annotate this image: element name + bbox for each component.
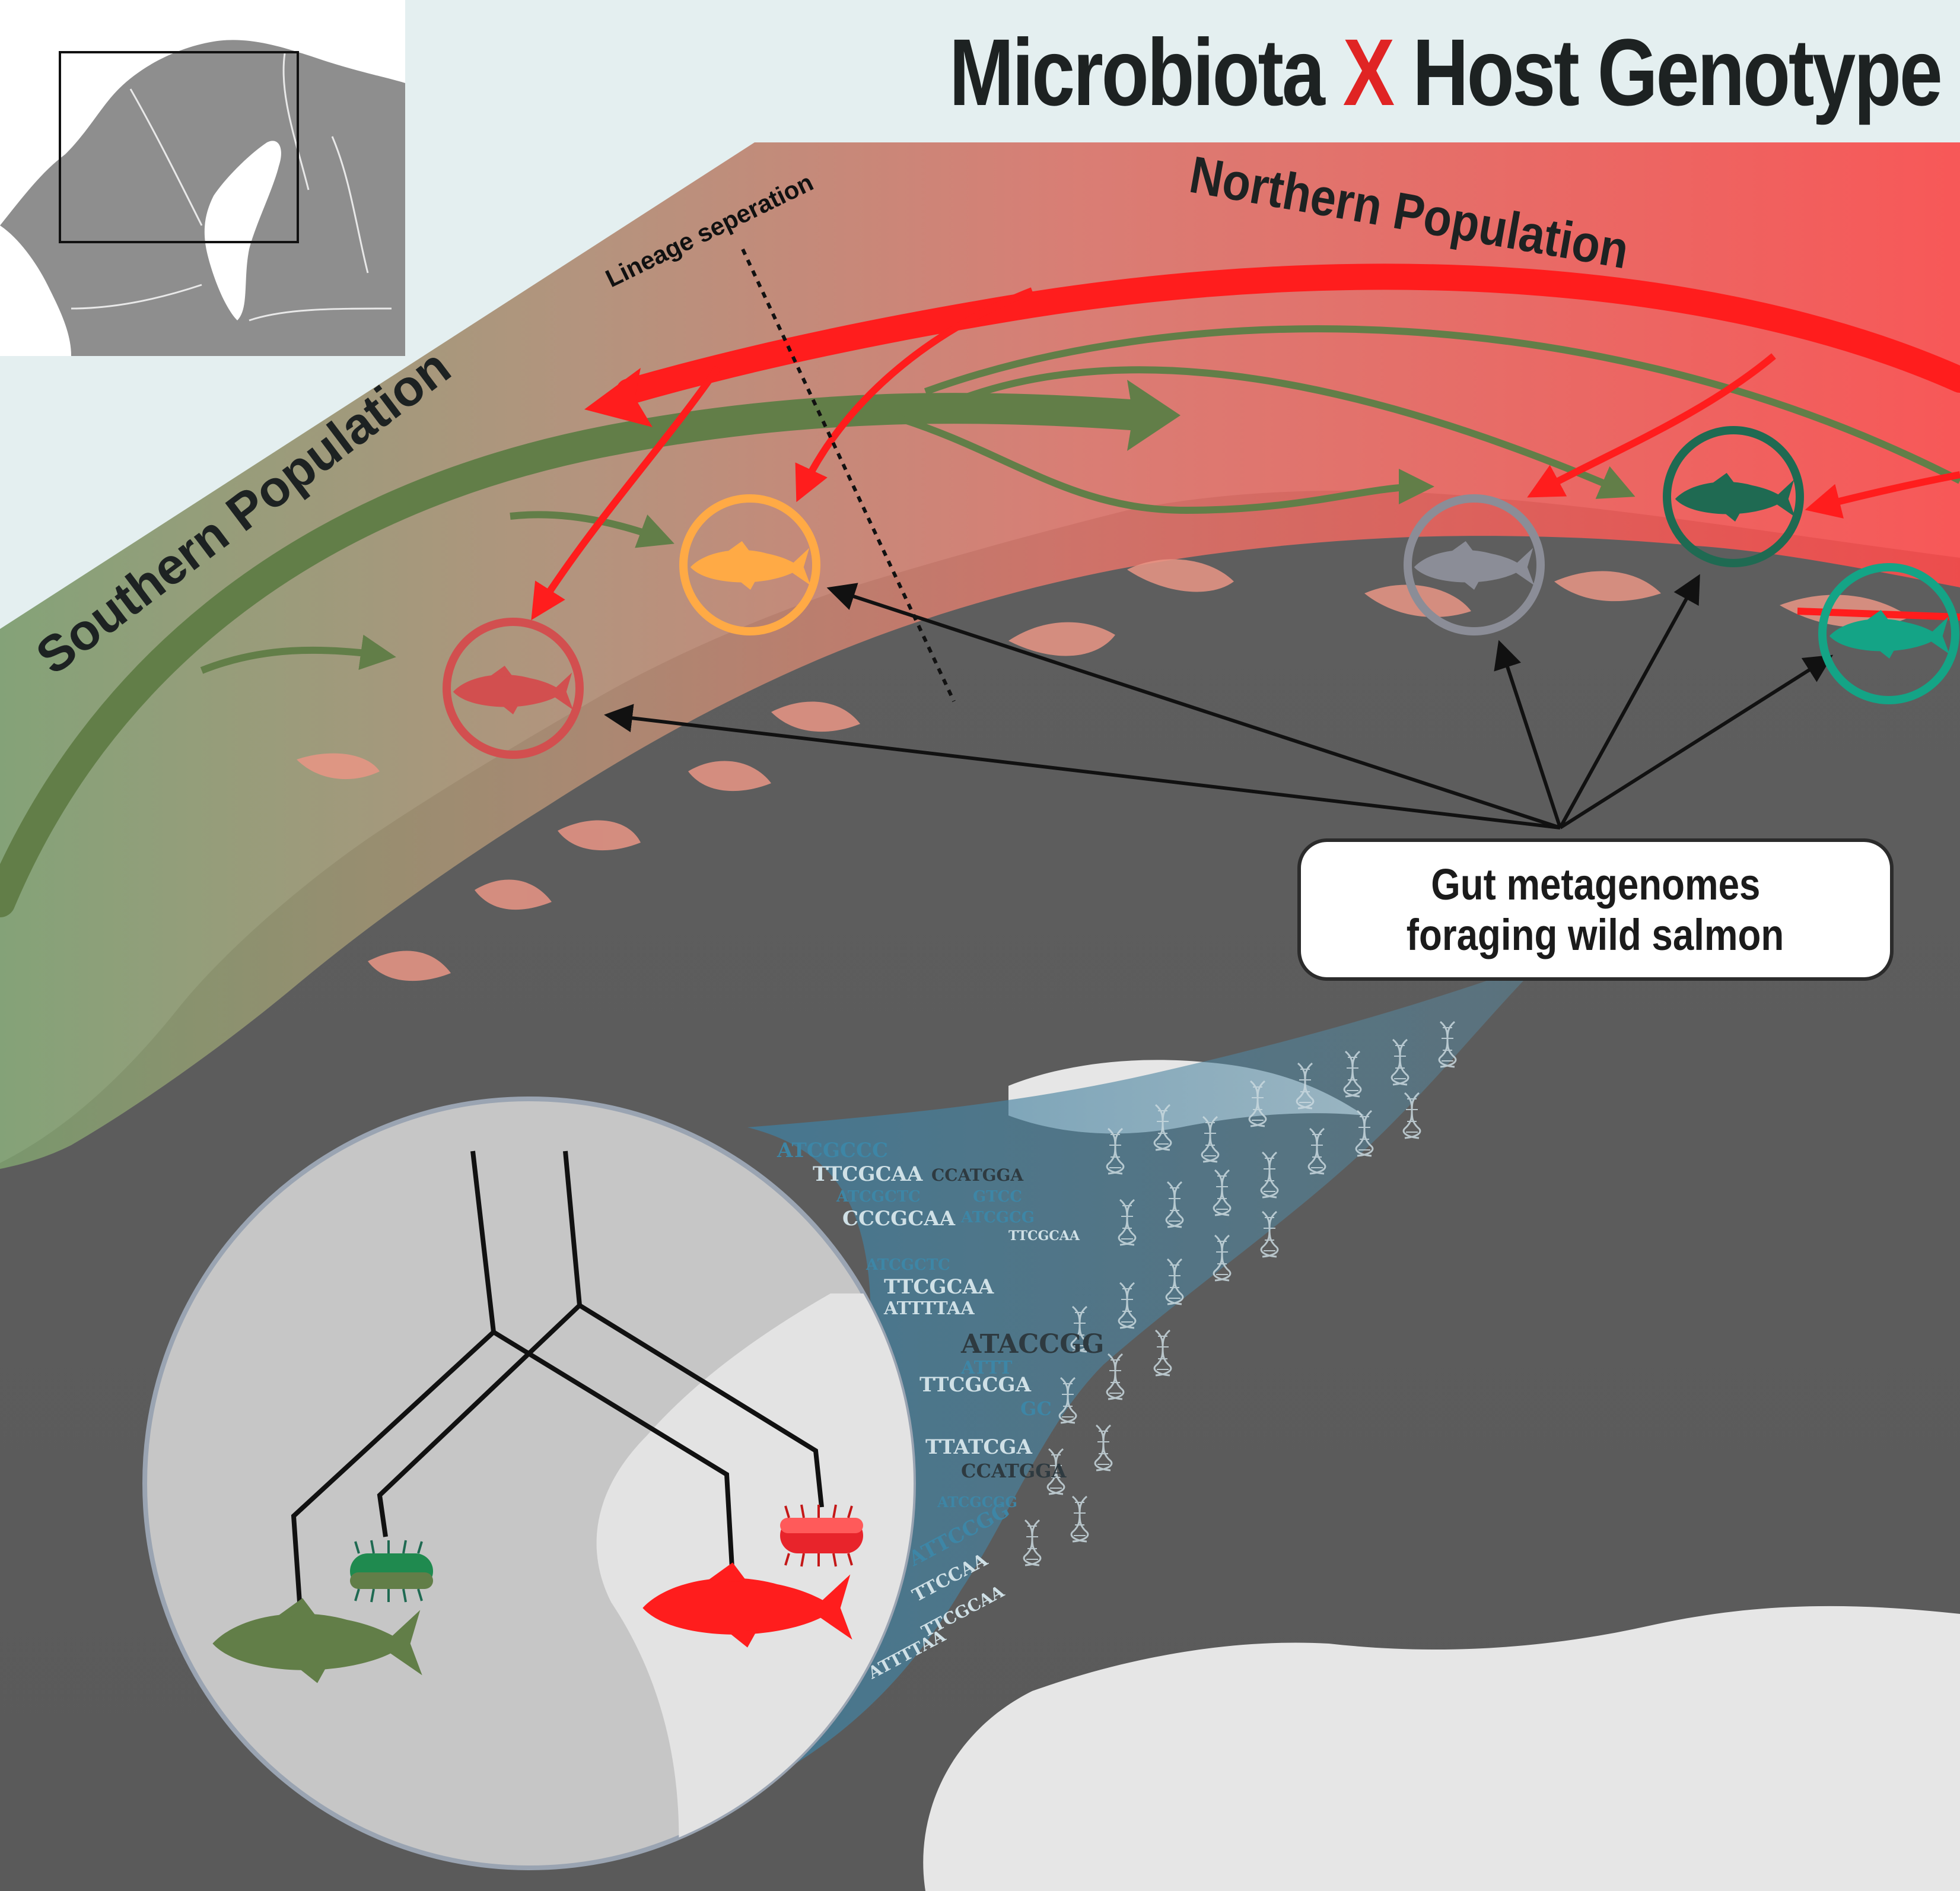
dna-sequence-text: ATCGCG xyxy=(960,1209,1035,1226)
dna-sequence-text: ATTT xyxy=(960,1358,1013,1378)
inset-land xyxy=(0,40,405,356)
northern-arrowhead xyxy=(584,368,653,427)
callout-line-1: Gut metagenomes xyxy=(1430,859,1761,909)
zoom-panel xyxy=(142,1097,916,1870)
dna-sequence-text: GC xyxy=(1020,1397,1052,1420)
title-connector: X xyxy=(1342,19,1395,125)
dna-sequence-text: ATCGCTC xyxy=(836,1188,921,1206)
dna-sequence-text: TTATCGA xyxy=(925,1435,1032,1459)
site-northern-teal[interactable] xyxy=(1818,563,1959,704)
site-southern-red[interactable] xyxy=(443,618,584,759)
inset-gulf xyxy=(204,141,281,321)
population-band xyxy=(0,142,1960,1169)
callout-line-2: foraging wild salmon xyxy=(1407,910,1784,959)
red-bacterium-icon xyxy=(780,1504,863,1567)
title-part-1: Microbiota xyxy=(949,19,1325,125)
dna-sequence-text: ATACCGG xyxy=(960,1329,1104,1359)
sample-pointers xyxy=(604,574,1834,830)
light-land-east xyxy=(923,1606,1960,1891)
northern-migration-arrow xyxy=(616,263,1960,405)
page-title: Microbiota X Host Genotype xyxy=(949,18,1943,127)
southern-migration-arrow xyxy=(0,393,1154,917)
dna-sequence-text: CCCGCAA xyxy=(842,1207,956,1231)
dna-sequence-text: ATCGCTC xyxy=(866,1256,950,1274)
dna-sequence-text: TTCGCAA xyxy=(1008,1228,1080,1244)
green-arrows xyxy=(200,325,1960,674)
metagenome-callout: Gut metagenomes foraging wild salmon xyxy=(1297,838,1894,981)
dna-sequence-text: ATCGCCC xyxy=(777,1139,888,1162)
green-bacterium-icon xyxy=(350,1540,433,1603)
dna-sequence-text: CCATGGA xyxy=(961,1460,1067,1482)
inset-map xyxy=(0,0,405,356)
southern-arrowhead xyxy=(1127,380,1181,451)
title-part-2: Host Genotype xyxy=(1412,19,1943,125)
dna-sequence-text: ATCGCGG xyxy=(937,1493,1017,1511)
site-northern-green[interactable] xyxy=(1663,426,1804,567)
dna-sequence-text: TTCGCGA xyxy=(919,1373,1032,1397)
site-northern-grey[interactable] xyxy=(1404,494,1545,635)
dna-sequence-text: TTCGCAA xyxy=(813,1162,923,1186)
lineage-separation-line xyxy=(741,248,956,703)
inset-focus-box xyxy=(59,51,299,243)
dna-sequence-text: GTCC xyxy=(973,1188,1022,1206)
dna-sequence-text: ATTTTAA xyxy=(883,1298,975,1319)
dna-sequence-text: TTCGCAA xyxy=(884,1275,994,1299)
dna-sequence-text: CCATGGA xyxy=(931,1165,1024,1185)
site-southern-orange[interactable] xyxy=(679,494,820,635)
coastal-islands xyxy=(297,559,1910,981)
inset-sea-west xyxy=(0,225,71,356)
phylogenetic-tree xyxy=(291,1151,824,1603)
